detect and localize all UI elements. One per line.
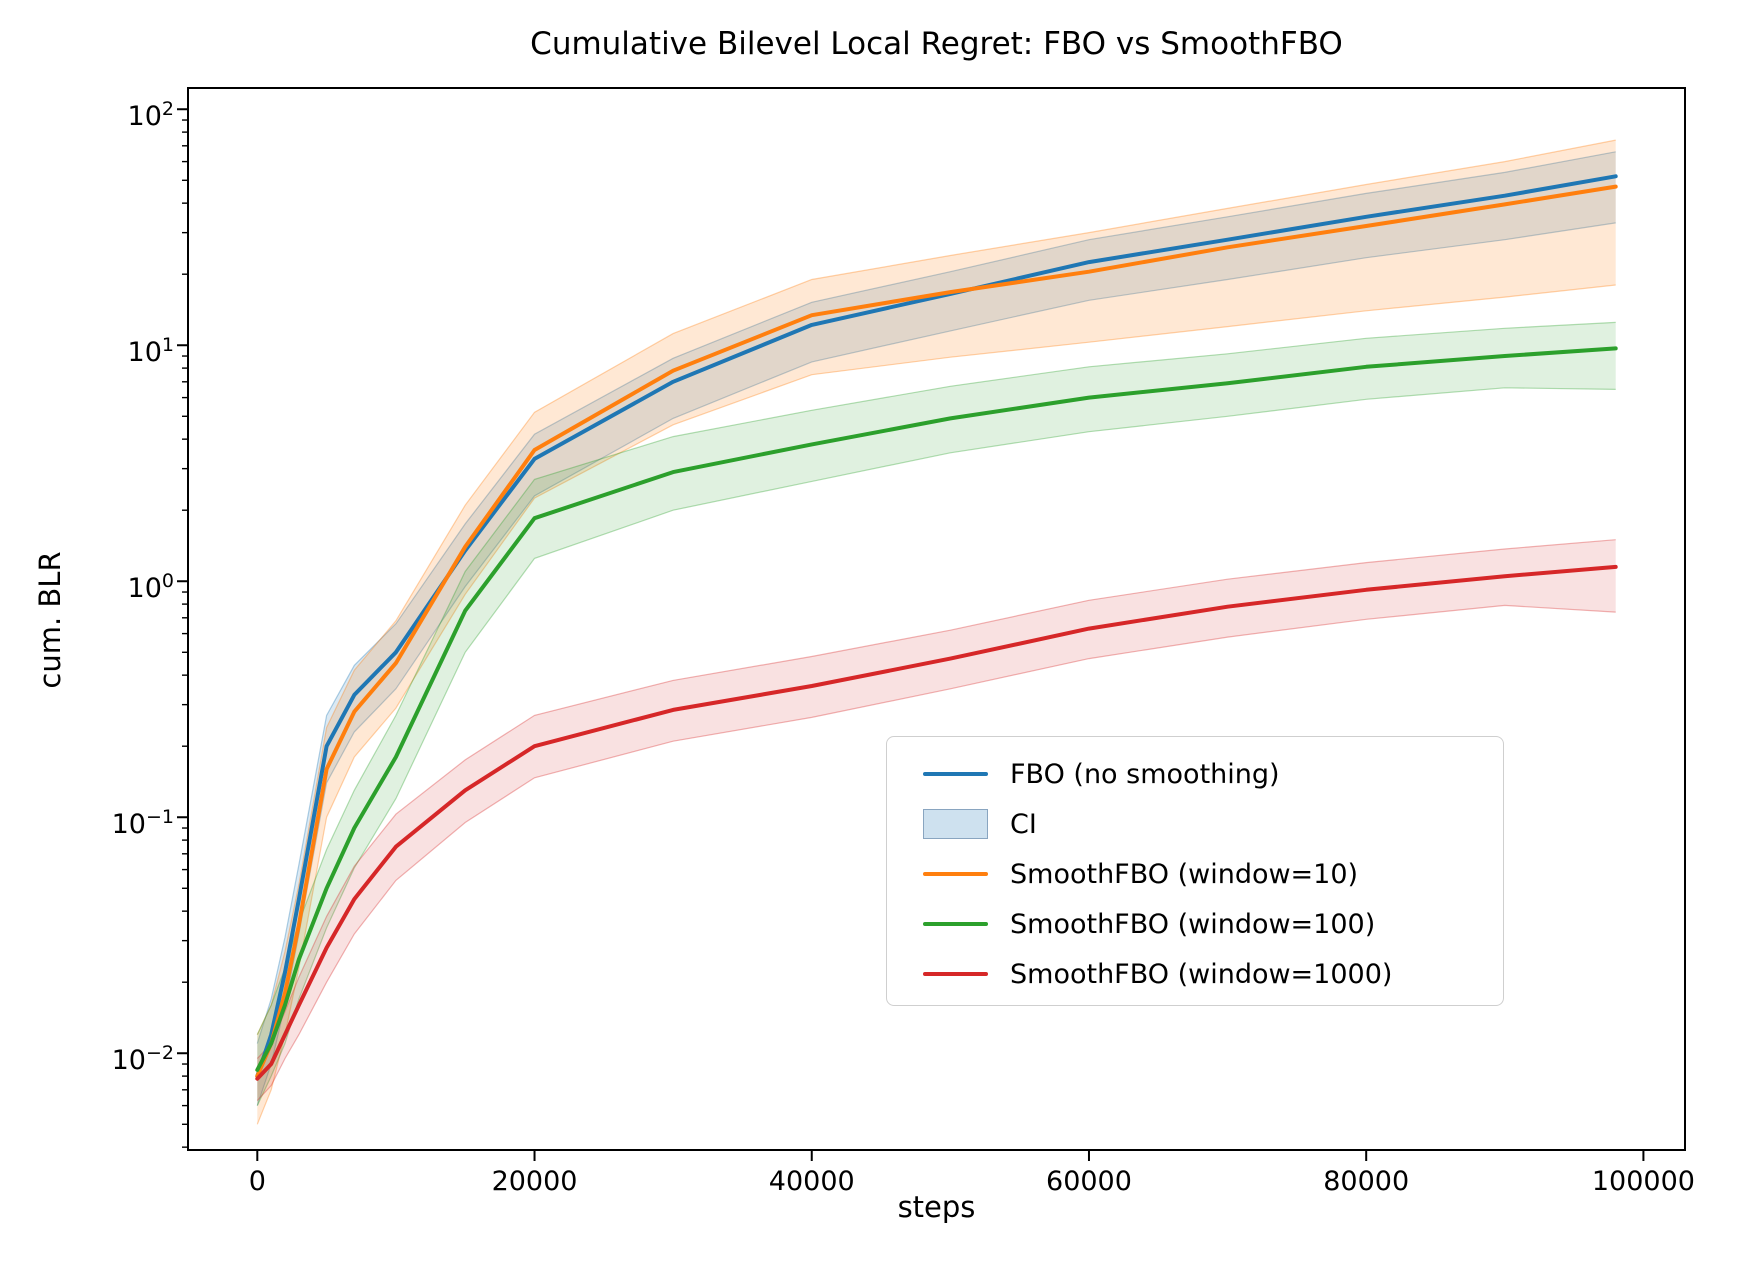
x-axis-label: steps bbox=[897, 1190, 976, 1224]
legend-item-label: SmoothFBO (window=100) bbox=[1010, 908, 1376, 940]
ci-band-upper-edge-3 bbox=[256, 539, 1616, 1059]
axes-frame bbox=[187, 87, 1686, 1151]
legend-item-label: SmoothFBO (window=1000) bbox=[1010, 958, 1393, 990]
x-tick-label: 20000 bbox=[491, 1166, 578, 1197]
ci-band-upper-edge-1 bbox=[256, 139, 1616, 1035]
y-tick-label: 10−1 bbox=[111, 806, 174, 841]
legend-item-ci: CI bbox=[923, 799, 1503, 849]
legend-item-label: FBO (no smoothing) bbox=[1010, 758, 1280, 790]
ci-patch-swatch bbox=[923, 809, 988, 839]
series-line-2 bbox=[255, 346, 1618, 1072]
series-line-1 bbox=[255, 184, 1618, 1079]
series-line-0 bbox=[255, 174, 1618, 1079]
ci-band-lower-edge-1 bbox=[256, 284, 1616, 1125]
y-tick-label: 101 bbox=[127, 334, 174, 369]
legend-item-smoothfbo-1000: SmoothFBO (window=1000) bbox=[923, 949, 1503, 999]
y-tick-label: 102 bbox=[127, 98, 174, 133]
y-tick-label: 10−2 bbox=[111, 1042, 174, 1077]
ci-band-upper-edge-2 bbox=[256, 321, 1616, 1035]
ci-band-lower-edge-3 bbox=[256, 604, 1616, 1102]
legend-item-label: CI bbox=[1010, 808, 1037, 840]
ci-band-upper-edge-0 bbox=[256, 151, 1616, 1044]
chart-title: Cumulative Bilevel Local Regret: FBO vs … bbox=[530, 26, 1343, 62]
smoothfbo-1000-line-swatch bbox=[923, 971, 988, 977]
series-line-3 bbox=[255, 564, 1618, 1081]
y-tick-label: 100 bbox=[127, 570, 174, 605]
legend-item-label: SmoothFBO (window=10) bbox=[1010, 858, 1359, 890]
ci-band-2 bbox=[257, 322, 1616, 1106]
x-tick-label: 80000 bbox=[1323, 1166, 1410, 1197]
fbo-line-swatch bbox=[923, 771, 988, 777]
legend: FBO (no smoothing) CI SmoothFBO (window=… bbox=[886, 736, 1504, 1006]
x-tick-label: 60000 bbox=[1046, 1166, 1132, 1197]
smoothfbo-100-line-swatch bbox=[923, 921, 988, 927]
x-tick-label: 100000 bbox=[1591, 1166, 1695, 1197]
legend-item-fbo: FBO (no smoothing) bbox=[923, 749, 1503, 799]
x-tick-label: 0 bbox=[248, 1166, 266, 1197]
ci-band-3 bbox=[257, 539, 1616, 1101]
smoothfbo-10-line-swatch bbox=[923, 871, 988, 877]
legend-item-smoothfbo-100: SmoothFBO (window=100) bbox=[923, 899, 1503, 949]
x-tick-label: 40000 bbox=[768, 1166, 855, 1197]
ci-band-1 bbox=[257, 140, 1616, 1125]
y-axis-label: cum. BLR bbox=[33, 551, 67, 689]
legend-item-smoothfbo-10: SmoothFBO (window=10) bbox=[923, 849, 1503, 899]
ci-band-lower-edge-0 bbox=[256, 222, 1616, 1106]
